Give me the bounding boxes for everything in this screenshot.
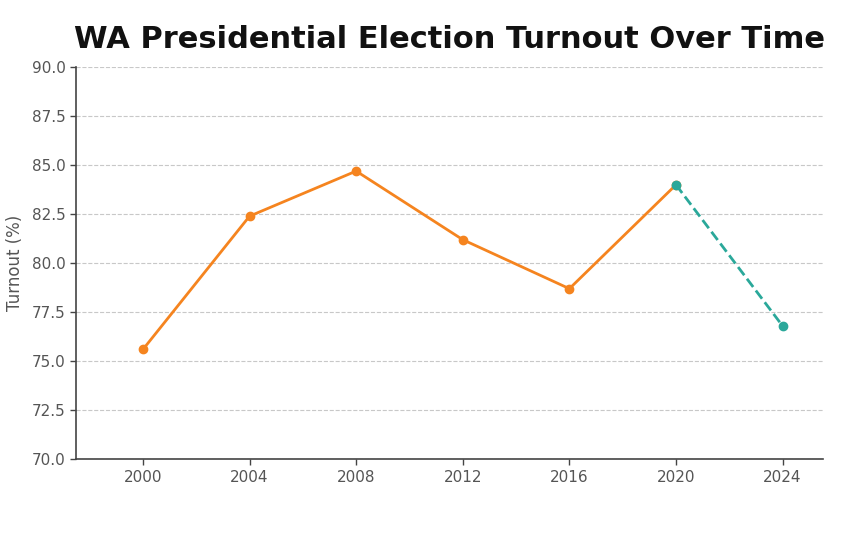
Y-axis label: Turnout (%): Turnout (%) <box>6 215 24 311</box>
Title: WA Presidential Election Turnout Over Time: WA Presidential Election Turnout Over Ti… <box>74 25 825 54</box>
